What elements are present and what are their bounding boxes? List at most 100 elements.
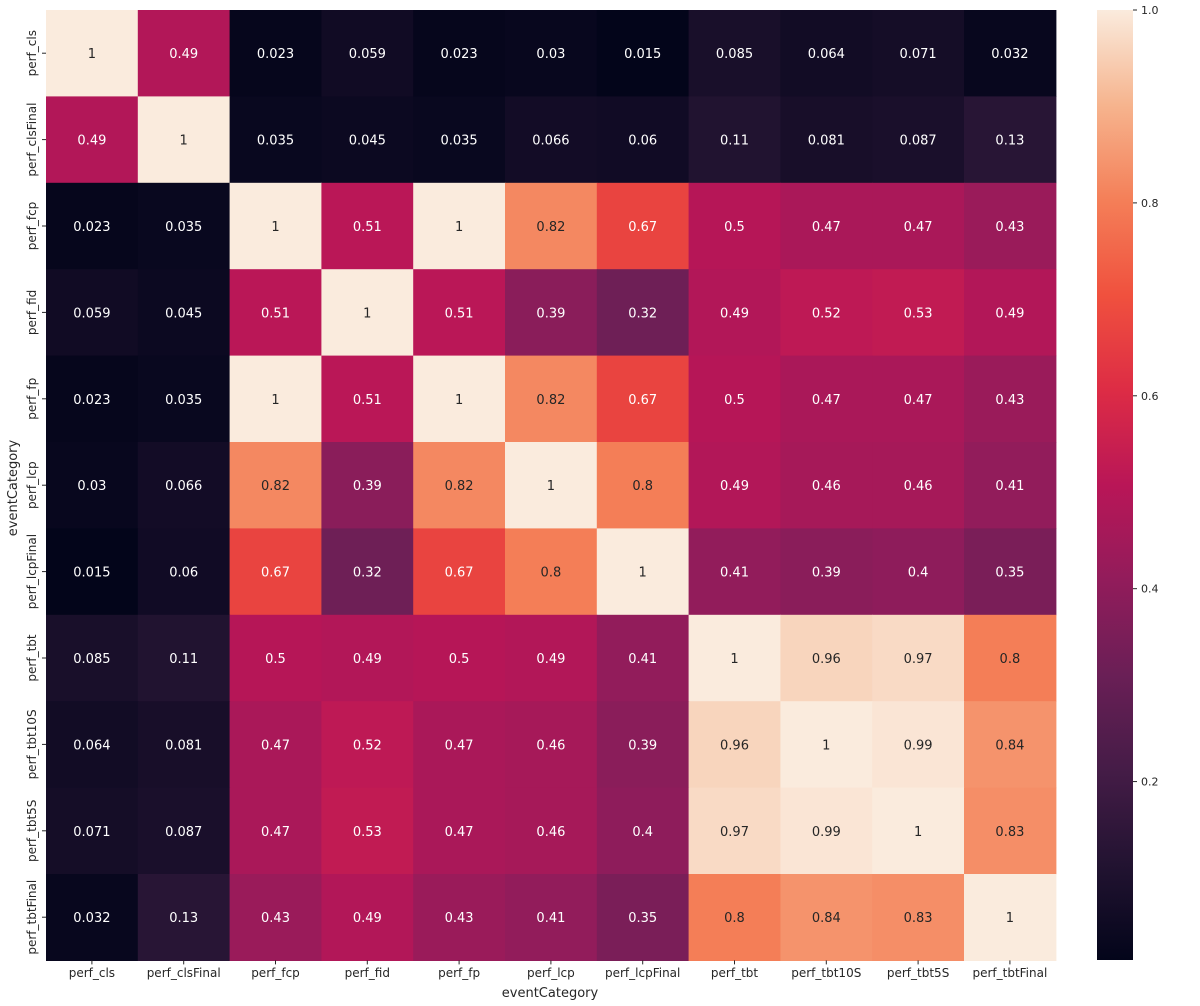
cell-value-label: 0.8 — [541, 566, 562, 581]
heatmap-cell — [137, 355, 231, 443]
cell-value-label: 0.035 — [440, 134, 477, 149]
heatmap-cell — [596, 701, 690, 789]
heatmap-cell — [780, 787, 873, 875]
cell-value-label: 0.39 — [812, 566, 841, 581]
heatmap-cell — [137, 528, 231, 616]
y-tick-label: perf_tbt — [25, 634, 39, 681]
heatmap-cell — [872, 96, 965, 184]
cell-value-label: 1 — [822, 738, 830, 753]
heatmap-cell — [505, 701, 598, 789]
cell-value-label: 0.41 — [995, 479, 1024, 494]
cell-value-label: 0.03 — [77, 479, 106, 494]
y-tick-label: perf_tbt10S — [25, 709, 39, 779]
cell-value-label: 0.39 — [536, 306, 565, 321]
heatmap-cell — [964, 182, 1057, 270]
heatmap-cell — [413, 701, 506, 789]
x-tick-label: perf_tbt5S — [887, 966, 949, 980]
heatmap-cell — [229, 10, 322, 97]
cell-value-label: 0.4 — [908, 566, 929, 581]
heatmap-cell — [596, 442, 690, 529]
cell-value-label: 0.51 — [445, 306, 474, 321]
cell-value-label: 0.49 — [995, 306, 1024, 321]
cell-value-label: 0.96 — [720, 738, 749, 753]
heatmap-cell — [780, 96, 873, 184]
y-axis-label: eventCategory — [6, 439, 21, 536]
heatmap-cell — [688, 442, 781, 529]
heatmap-cell — [688, 10, 781, 97]
heatmap-cell — [413, 182, 506, 270]
heatmap-cell — [688, 269, 781, 357]
heatmap-cell — [688, 355, 781, 443]
heatmap-cell — [688, 614, 781, 702]
cell-value-label: 0.06 — [628, 134, 657, 149]
cell-value-label: 0.47 — [904, 220, 933, 235]
heatmap-cell — [321, 355, 414, 443]
heatmap-cell — [964, 787, 1057, 875]
cell-value-label: 1 — [271, 220, 279, 235]
heatmap-cell — [780, 528, 873, 616]
cell-value-label: 0.51 — [261, 306, 290, 321]
heatmap-cell — [413, 614, 506, 702]
heatmap-cell — [413, 269, 506, 357]
cell-value-label: 0.085 — [73, 652, 110, 667]
cell-value-label: 0.51 — [353, 220, 382, 235]
heatmap-cell — [964, 874, 1057, 961]
cell-value-label: 0.43 — [995, 393, 1024, 408]
heatmap-cell — [321, 874, 414, 961]
heatmap-cell — [413, 355, 506, 443]
heatmap-cell — [321, 10, 414, 97]
heatmap-cell — [872, 528, 965, 616]
x-tick-label: perf_tbt — [711, 966, 758, 980]
cell-value-label: 0.99 — [812, 825, 841, 840]
heatmap-cell — [505, 10, 598, 97]
cell-value-label: 0.059 — [349, 47, 386, 62]
heatmap-cell — [413, 96, 506, 184]
cell-value-label: 0.035 — [165, 220, 202, 235]
heatmap-cell — [229, 96, 322, 184]
cell-value-label: 0.32 — [353, 566, 382, 581]
heatmap-cell — [229, 874, 322, 961]
y-tick-label: perf_fcp — [25, 202, 39, 251]
cell-value-label: 0.82 — [536, 393, 565, 408]
heatmap-cell — [964, 701, 1057, 789]
heatmap-cell — [229, 442, 322, 529]
heatmap-cell — [46, 614, 139, 702]
heatmap-cell — [780, 701, 873, 789]
cell-value-label: 0.035 — [165, 393, 202, 408]
heatmap-cell — [964, 96, 1057, 184]
heatmap-cell — [505, 874, 598, 961]
cell-value-label: 0.49 — [353, 652, 382, 667]
colorbar-tick-label: 1.0 — [1141, 4, 1159, 17]
cell-value-label: 0.47 — [812, 220, 841, 235]
cell-value-label: 0.13 — [995, 134, 1024, 149]
cell-value-label: 0.4 — [632, 825, 653, 840]
cell-value-label: 0.49 — [353, 911, 382, 926]
heatmap-cell — [46, 182, 139, 270]
heatmap-cell — [321, 614, 414, 702]
y-tick-label: perf_tbt5S — [25, 800, 39, 862]
heatmap-cell — [505, 614, 598, 702]
heatmap-cell — [505, 182, 598, 270]
heatmap-cell — [321, 269, 414, 357]
x-tick-label: perf_cls — [69, 966, 115, 980]
cell-value-label: 0.015 — [73, 566, 110, 581]
cell-value-label: 0.8 — [632, 479, 653, 494]
y-tick-label: perf_cls — [25, 30, 39, 76]
cell-value-label: 0.67 — [628, 393, 657, 408]
cell-value-label: 0.43 — [445, 911, 474, 926]
y-tick-label: perf_fid — [25, 290, 39, 335]
cell-value-label: 0.071 — [899, 47, 936, 62]
y-tick-label: perf_lcp — [25, 461, 39, 509]
heatmap-cell — [413, 528, 506, 616]
heatmap-cell — [780, 182, 873, 270]
heatmap-cell — [596, 10, 690, 97]
heatmap-cell — [505, 528, 598, 616]
heatmap-cell — [872, 269, 965, 357]
cell-value-label: 0.045 — [349, 134, 386, 149]
y-tick-label: perf_lcpFinal — [25, 534, 39, 609]
heatmap-cell — [46, 96, 139, 184]
colorbar-tick-label: 0.6 — [1141, 390, 1159, 403]
cell-value-label: 0.53 — [904, 306, 933, 321]
colorbar-tick-label: 0.8 — [1141, 197, 1159, 210]
